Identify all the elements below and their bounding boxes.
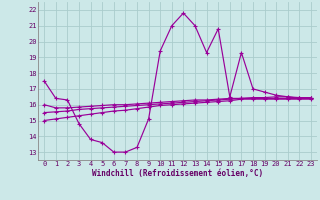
X-axis label: Windchill (Refroidissement éolien,°C): Windchill (Refroidissement éolien,°C): [92, 169, 263, 178]
